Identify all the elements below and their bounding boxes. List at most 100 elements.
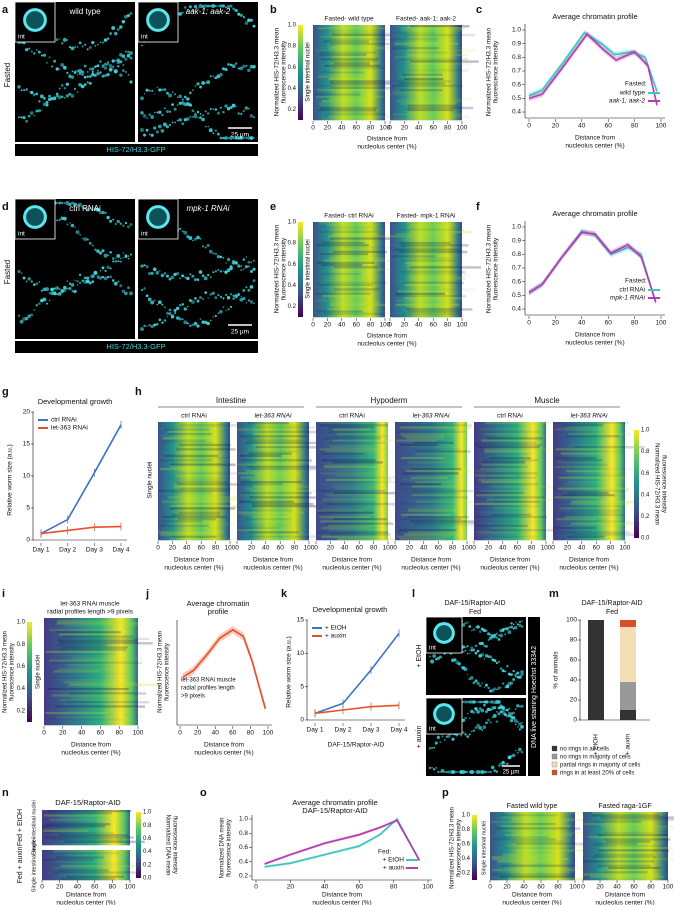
- nucleus: [474, 707, 478, 711]
- nucleus: [493, 659, 497, 663]
- heatmap-shade: [317, 531, 389, 534]
- nucleus: [212, 316, 215, 318]
- nucleus: [431, 766, 433, 769]
- nucleus: [168, 277, 172, 281]
- legend-label: + EtOH: [325, 625, 347, 632]
- heatmap-shade: [400, 58, 468, 61]
- x-tick-label: 0: [388, 125, 392, 132]
- heatmap-row: [237, 522, 309, 526]
- heatmap-row: [44, 687, 138, 691]
- heatmap-shade: [333, 55, 374, 59]
- nucleus: [148, 271, 152, 276]
- nucleus: [224, 67, 228, 72]
- heatmap-row: [390, 250, 462, 254]
- heatmap-row: [316, 524, 388, 528]
- heatmap-shade: [414, 522, 483, 526]
- nucleus: [472, 711, 476, 714]
- x-tick-label: 0: [40, 884, 44, 891]
- nucleus: [53, 96, 57, 99]
- nucleus: [209, 293, 212, 296]
- heatmap-shade: [319, 424, 389, 427]
- heatmap-row: [390, 277, 462, 280]
- heatmap-row: [390, 38, 462, 41]
- nucleus: [140, 111, 144, 115]
- heatmap-row: [553, 537, 625, 541]
- heatmap-shade: [331, 31, 390, 35]
- heatmap-shade: [400, 97, 472, 101]
- nucleus: [89, 275, 91, 278]
- heatmap-shade: [491, 485, 555, 488]
- nucleus: [109, 32, 113, 35]
- colorbar-tick-label: 0.2: [288, 107, 297, 113]
- x-tick-label: 100: [380, 125, 391, 132]
- colorbar-tick-label: 0.2: [641, 514, 650, 520]
- heatmap-row: [395, 505, 467, 508]
- nucleus: [489, 708, 492, 712]
- nucleus: [140, 128, 144, 132]
- heatmap-row: [237, 426, 309, 429]
- heatmap-row: [390, 224, 462, 227]
- heatmap-row: [390, 252, 462, 256]
- scalebar-label: 25 µm: [231, 132, 249, 139]
- nucleus: [226, 257, 231, 262]
- label: DAF-15/Raptor-AID: [302, 806, 368, 815]
- heatmap-row: [313, 75, 385, 79]
- label: let-363 RNAi muscle: [60, 601, 120, 608]
- heatmap-shade: [323, 40, 370, 43]
- heatmap-shade: [570, 502, 630, 506]
- nucleus: [168, 93, 172, 98]
- heatmap-row: [158, 491, 230, 495]
- y-tick-label: 0.4: [512, 109, 521, 116]
- heatmap-shade: [60, 877, 116, 881]
- heatmap-row: [158, 456, 230, 460]
- heatmap-row: [237, 448, 309, 451]
- nucleus: [129, 291, 133, 296]
- nucleus: [219, 136, 223, 140]
- heatmap-shade: [486, 430, 541, 434]
- heatmap-row: [316, 526, 388, 530]
- nucleus: [217, 293, 220, 297]
- nucleus: [520, 672, 524, 677]
- nucleus: [142, 114, 147, 118]
- heatmap-title: let-363 RNAi: [571, 413, 608, 420]
- heatmap-row: [42, 871, 130, 874]
- label: Distance from: [367, 333, 407, 340]
- heatmap-shade: [569, 509, 621, 512]
- y-tick-label: 20: [570, 697, 578, 704]
- nucleus: [240, 269, 243, 271]
- nucleus: [58, 38, 61, 40]
- heatmap-shade: [333, 268, 405, 271]
- heatmap-row: [42, 812, 130, 815]
- heatmap-shade: [318, 483, 380, 486]
- nucleus: [468, 733, 471, 736]
- heatmap-row: [237, 526, 309, 530]
- nucleus: [96, 71, 100, 76]
- nucleus: [68, 46, 71, 49]
- heatmap-shade: [485, 422, 550, 425]
- nucleus: [143, 133, 147, 137]
- colorbar-tick-label: 1.0: [17, 620, 26, 626]
- heatmap-shade: [489, 456, 532, 460]
- nucleus: [71, 70, 74, 73]
- nucleus: [437, 770, 440, 774]
- nucleus: [122, 252, 125, 254]
- nucleus: [430, 659, 435, 664]
- colorbar-tick-label: 0.2: [288, 304, 297, 310]
- heatmap-row: [237, 465, 309, 469]
- heatmap-row: [553, 435, 625, 438]
- x-tick-label: 80: [367, 322, 375, 329]
- nucleus: [86, 208, 90, 212]
- heatmap-shade: [504, 829, 553, 833]
- nucleus: [46, 61, 48, 64]
- heatmap-shade: [407, 106, 474, 110]
- label: profile: [208, 607, 228, 616]
- heatmap-shade: [591, 812, 666, 815]
- heatmap-row: [313, 286, 385, 289]
- heatmap-shade: [254, 474, 295, 477]
- x-tick-label: 100: [570, 884, 581, 891]
- heatmap-shade: [323, 259, 391, 263]
- heatmap-shade: [409, 288, 476, 291]
- nucleus: [129, 56, 133, 60]
- nucleus: [86, 276, 90, 280]
- heatmap-shade: [476, 531, 519, 534]
